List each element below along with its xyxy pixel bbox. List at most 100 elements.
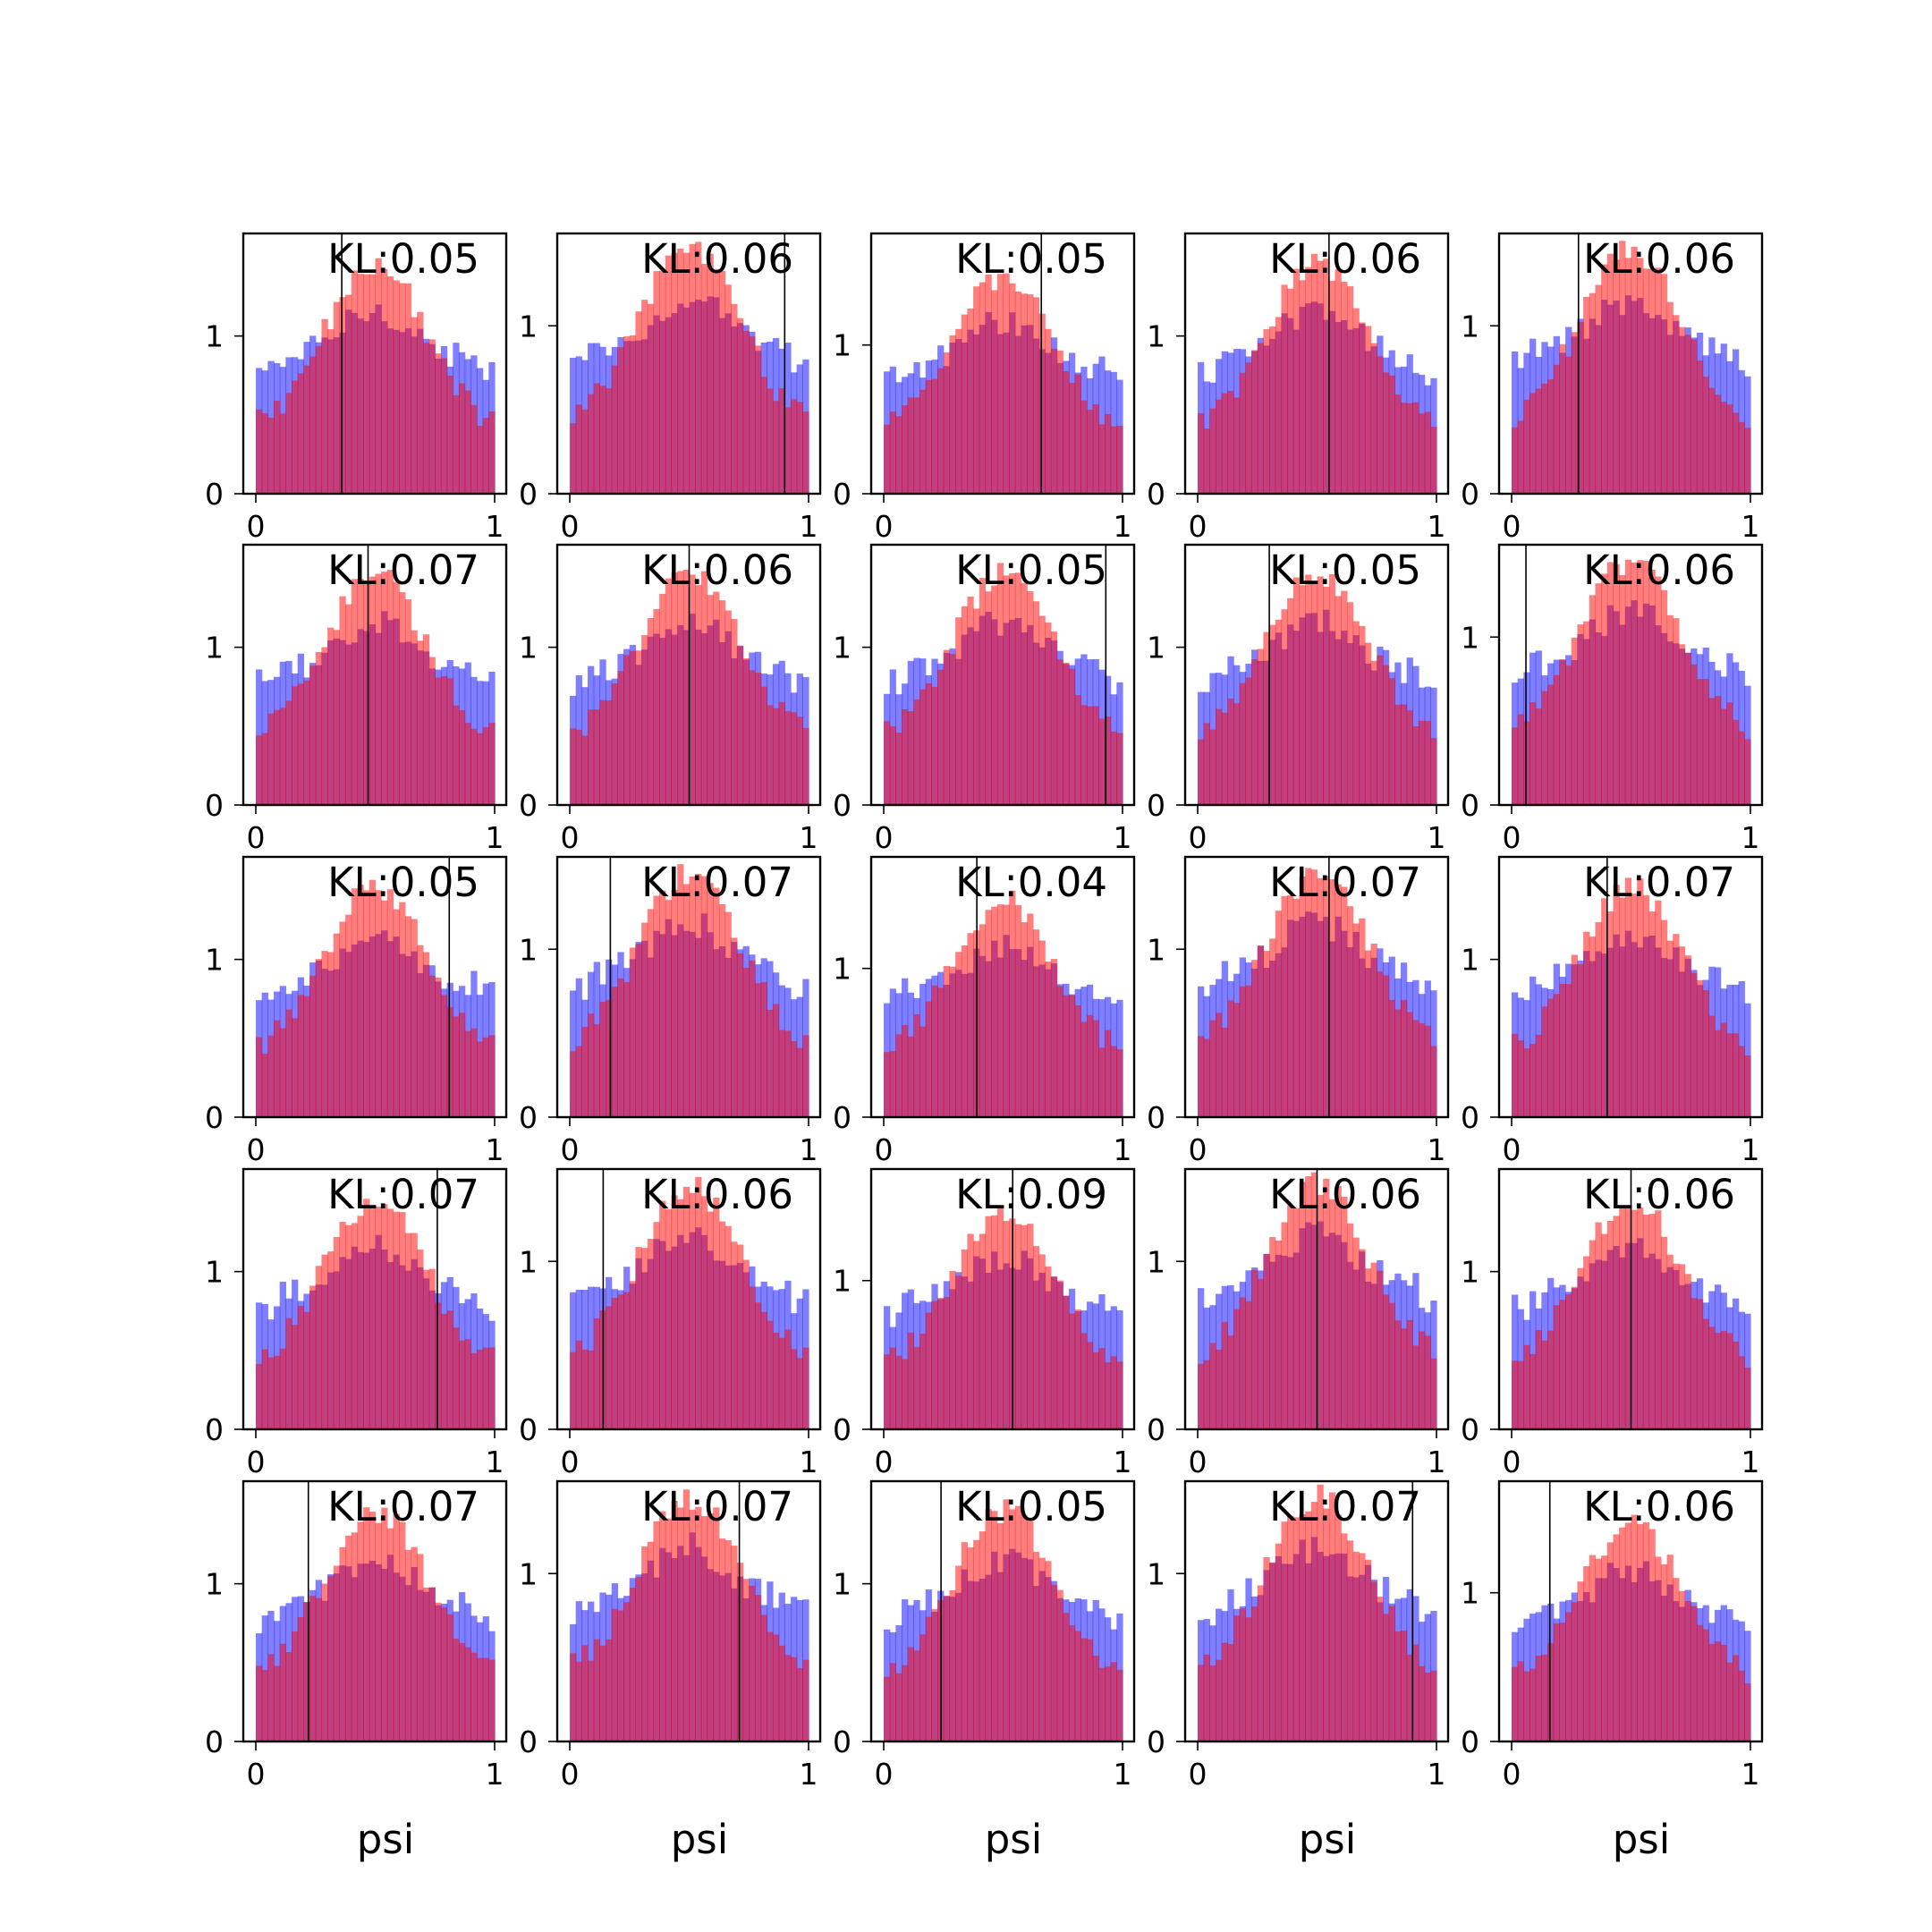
hist-bar-red (682, 252, 691, 494)
hist-bar-red (949, 966, 956, 1117)
hist-bar-red (1014, 904, 1022, 1117)
hist-bar-red (802, 1035, 809, 1117)
axes-frame (555, 855, 822, 1119)
hist-bar-red (1310, 580, 1318, 805)
hist-bar-red (1696, 360, 1704, 494)
hist-bar-red (913, 1013, 920, 1117)
hist-bar-red (1269, 938, 1276, 1117)
hist-bar-red (772, 1634, 780, 1741)
hist-bar-red (1027, 1521, 1034, 1741)
hist-bar-red (363, 274, 370, 494)
axes-frame (1497, 855, 1764, 1119)
axes-frame (242, 855, 508, 1119)
axes-frame (555, 543, 822, 807)
hist-bar-red (1601, 573, 1608, 805)
hist-bar-red (1203, 428, 1210, 494)
hist-bar-red (1287, 1515, 1294, 1741)
hist-bar-red (1666, 1555, 1674, 1741)
hist-bar-red (1269, 1237, 1276, 1429)
hist-bar-red (1738, 1046, 1745, 1117)
subplot-1-2: KL:0.06 0 1 0 1 (519, 232, 822, 544)
hist-bar-red (393, 1513, 400, 1741)
hist-bar-red (1281, 1222, 1288, 1429)
hist-bar-red (629, 650, 637, 805)
hist-bar-red (399, 1212, 406, 1429)
hist-bar-red (274, 709, 281, 805)
hist-bar-red (671, 572, 678, 805)
hist-bar-red (575, 729, 582, 805)
hist-bar-red (778, 1337, 785, 1429)
hist-bar-red (731, 1241, 738, 1429)
hist-bar-red (1648, 1529, 1656, 1741)
x-tick-label: 1 (486, 820, 504, 855)
hist-bar-red (1720, 708, 1727, 805)
hist-bar-red (1092, 404, 1099, 494)
hist-bar-red (1547, 1330, 1555, 1429)
hist-bar-red (1359, 322, 1366, 494)
hist-bar-red (718, 1221, 726, 1429)
subplot-4-4: KL:0.06 0 1 0 1 (1147, 1167, 1450, 1479)
hist-bar-red (1517, 714, 1524, 805)
axes-frame (1497, 232, 1764, 496)
hist-bar-red (476, 1657, 484, 1741)
x-tick-label: 1 (1114, 1445, 1132, 1479)
hist-bar-red (1227, 1000, 1234, 1117)
hist-bar-red (1655, 900, 1662, 1117)
hist-bar-red (309, 975, 317, 1117)
hist-bar-red (1198, 1036, 1205, 1117)
hist-bar-red (1418, 720, 1426, 805)
hist-bar-red (1335, 596, 1342, 805)
hist-bar-red (1346, 1223, 1354, 1429)
hist-bar-red (1323, 876, 1330, 1117)
hist-bar-red (1601, 1233, 1608, 1429)
hist-bar-red (1406, 1319, 1413, 1429)
hist-bar-red (575, 404, 582, 494)
hist-bar-red (742, 1259, 750, 1429)
hist-bar-red (345, 604, 352, 805)
hist-bar-red (1251, 960, 1258, 1117)
hist-bar-red (1027, 1224, 1034, 1429)
hist-bar-red (1708, 1326, 1716, 1429)
hist-bar-red (1227, 1335, 1234, 1429)
hist-bar-red (778, 1030, 785, 1117)
hist-bar-red (256, 1364, 263, 1429)
hist-bar-red (1063, 1613, 1070, 1741)
y-tick-label: 1 (1147, 631, 1165, 665)
hist-bar-red (1696, 1299, 1704, 1429)
hist-bar-red (889, 1051, 896, 1117)
hist-bar-red (1009, 1509, 1016, 1741)
hist-bar-red (695, 242, 702, 494)
x-tick-label: 0 (1503, 1757, 1521, 1792)
hist-bar-red (1660, 1563, 1668, 1741)
hist-bar-red (749, 336, 756, 494)
hist-bar-red (1198, 413, 1205, 494)
hist-bar-red (1216, 1013, 1223, 1117)
x-tick-label: 0 (1189, 1757, 1208, 1792)
hist-bar-red (339, 1546, 346, 1741)
hist-bar-red (784, 1030, 792, 1117)
x-tick-label: 1 (1428, 1757, 1446, 1792)
x-tick-label: 1 (800, 1757, 818, 1792)
hist-bar-red (707, 1513, 714, 1741)
hist-bar-red (1305, 1176, 1312, 1429)
hist-bar-red (991, 585, 998, 805)
hist-bar-red (1624, 1206, 1632, 1429)
x-tick-label: 0 (561, 820, 580, 855)
hist-bar-red (1104, 1666, 1112, 1741)
hist-bar-red (1406, 1654, 1413, 1741)
hist-bar-red (274, 400, 281, 494)
hist-bar-red (428, 975, 436, 1117)
hist-bar-red (1559, 984, 1566, 1117)
subplot-5-4: KL:0.07 0 1 0 1 psi (1147, 1479, 1450, 1863)
hist-bar-red (1203, 1360, 1210, 1429)
hist-bar-red (1086, 410, 1094, 494)
axes-frame (1183, 855, 1450, 1119)
hist-bar-red (925, 1312, 932, 1429)
hist-bar-red (482, 1657, 489, 1741)
hist-bar-red (1400, 1630, 1408, 1741)
x-tick-label: 0 (875, 820, 894, 855)
hist-bar-red (1257, 343, 1265, 494)
hist-bar-red (943, 352, 951, 494)
y-tick-label: 1 (833, 952, 852, 987)
hist-bar-red (695, 1176, 702, 1429)
